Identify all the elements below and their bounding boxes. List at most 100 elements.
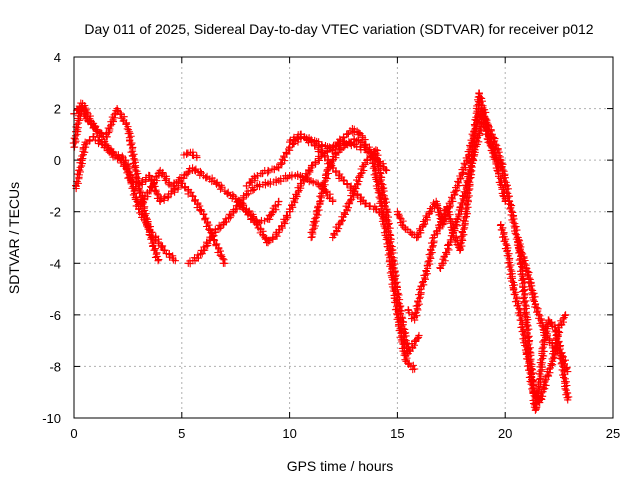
marker-14-10-12	[528, 282, 536, 290]
marker-0-5-5	[116, 110, 124, 119]
y-tick-label-1: -8	[49, 359, 61, 374]
data-point-0-9	[154, 257, 162, 265]
marker-14-1-6	[449, 233, 458, 241]
marker-12-10-6	[461, 161, 469, 169]
marker-15-7-7	[545, 365, 553, 373]
marker-6-6-4	[249, 186, 257, 195]
marker-16-1-9	[520, 286, 528, 295]
marker-4-12-8	[272, 206, 280, 214]
marker-15-6-2	[538, 395, 546, 404]
marker-6-2-1	[201, 246, 209, 254]
marker-0-8-17	[155, 256, 163, 264]
marker-0-6-30	[134, 169, 142, 178]
marker-4-3-1	[169, 182, 177, 190]
marker-13-1-14	[415, 295, 424, 303]
data-point-3-9	[221, 259, 229, 267]
marker-14-14-16	[562, 378, 570, 386]
y-tick-label-5: 0	[54, 153, 61, 168]
marker-12-0-7	[399, 217, 407, 225]
marker-16-2-5	[525, 325, 533, 333]
marker-3-2-1	[146, 172, 154, 180]
marker-10-1-13	[320, 178, 328, 186]
marker-1-0-23	[81, 148, 89, 156]
marker-16-9-7	[560, 360, 569, 368]
marker-11-4-8	[375, 157, 383, 166]
marker-6-3-4	[216, 224, 224, 233]
marker-6-6-6	[250, 185, 258, 194]
marker-6-12-2	[309, 178, 317, 186]
marker-4-1-8	[153, 177, 161, 185]
marker-15-8-7	[550, 347, 558, 356]
marker-13-3-12	[427, 246, 435, 254]
marker-7-1-5	[247, 215, 255, 224]
marker-14-8-5	[507, 204, 515, 212]
marker-16-0-12	[517, 251, 525, 259]
marker-6-4-4	[226, 214, 234, 222]
marker-1-8-5	[165, 253, 174, 261]
marker-9-7-4	[366, 202, 374, 210]
marker-13-10-12	[470, 128, 478, 136]
marker-14-7-16	[503, 181, 511, 189]
marker-1-7-10	[158, 242, 167, 250]
marker-11-4-31	[381, 195, 390, 203]
marker-11-5-29	[387, 252, 396, 261]
marker-11-4-15	[376, 168, 384, 177]
marker-13-4-7	[436, 225, 444, 233]
marker-16-9-9	[563, 364, 571, 372]
marker-14-4-6	[475, 138, 483, 146]
marker-2-5-7	[122, 164, 130, 172]
y-tick-label-3: -4	[49, 256, 61, 271]
marker-14-3-20	[470, 152, 478, 160]
marker-8-8-7	[336, 135, 344, 143]
marker-14-5-5	[483, 118, 491, 126]
data-point-14-15	[564, 396, 572, 404]
marker-2-1-11	[85, 116, 94, 124]
data-point-14-3	[462, 182, 470, 190]
marker-16-0-2	[515, 237, 524, 245]
marker-7-4-12	[283, 212, 292, 220]
marker-6-2-6	[204, 240, 212, 248]
data-point-11-8	[415, 331, 423, 340]
marker-16-9-5	[561, 356, 569, 364]
marker-14-6-14	[495, 151, 503, 160]
marker-14-10-14	[527, 285, 535, 293]
marker-8-3-4	[277, 159, 285, 167]
marker-10-0-13	[311, 215, 319, 223]
marker-16-2-2	[524, 322, 532, 330]
data-point-14-2	[454, 215, 462, 224]
marker-1-7-8	[154, 238, 162, 246]
marker-10-10-28	[403, 354, 411, 362]
marker-14-10-21	[529, 296, 538, 304]
data-point-8-2	[264, 166, 272, 175]
series-sat-track-12	[329, 146, 423, 358]
marker-16-2-26	[526, 359, 534, 367]
y-tick-label-7: 4	[54, 50, 61, 65]
marker-16-3-5	[529, 369, 537, 377]
marker-16-5-13	[537, 356, 545, 364]
marker-2-3-7	[104, 144, 112, 152]
data-point-14-4	[471, 146, 479, 154]
marker-2-4-1	[109, 153, 117, 161]
marker-4-5-5	[196, 167, 204, 176]
marker-13-1-18	[416, 286, 424, 294]
marker-0-4-6	[106, 125, 114, 133]
marker-10-0-15	[314, 211, 322, 219]
marker-1-2-5	[94, 139, 103, 148]
marker-11-5-15	[386, 230, 394, 239]
marker-12-0-5	[396, 214, 404, 222]
marker-16-3-9	[529, 377, 537, 385]
marker-16-1-23	[521, 309, 529, 317]
marker-16-2-9	[524, 333, 533, 341]
marker-16-8-7	[553, 334, 561, 342]
marker-7-0-9	[241, 207, 250, 215]
marker-12-8-6	[448, 195, 457, 203]
marker-4-0-6	[140, 196, 148, 204]
marker-8-3-12	[285, 145, 293, 153]
marker-1-8-1	[161, 246, 169, 254]
marker-11-6-13	[396, 309, 404, 318]
series-sat-track-3	[70, 99, 134, 180]
data-point-1-9	[171, 257, 179, 265]
marker-16-0-23	[517, 270, 525, 278]
marker-3-7-6	[203, 218, 212, 226]
marker-8-8-8	[336, 137, 345, 145]
